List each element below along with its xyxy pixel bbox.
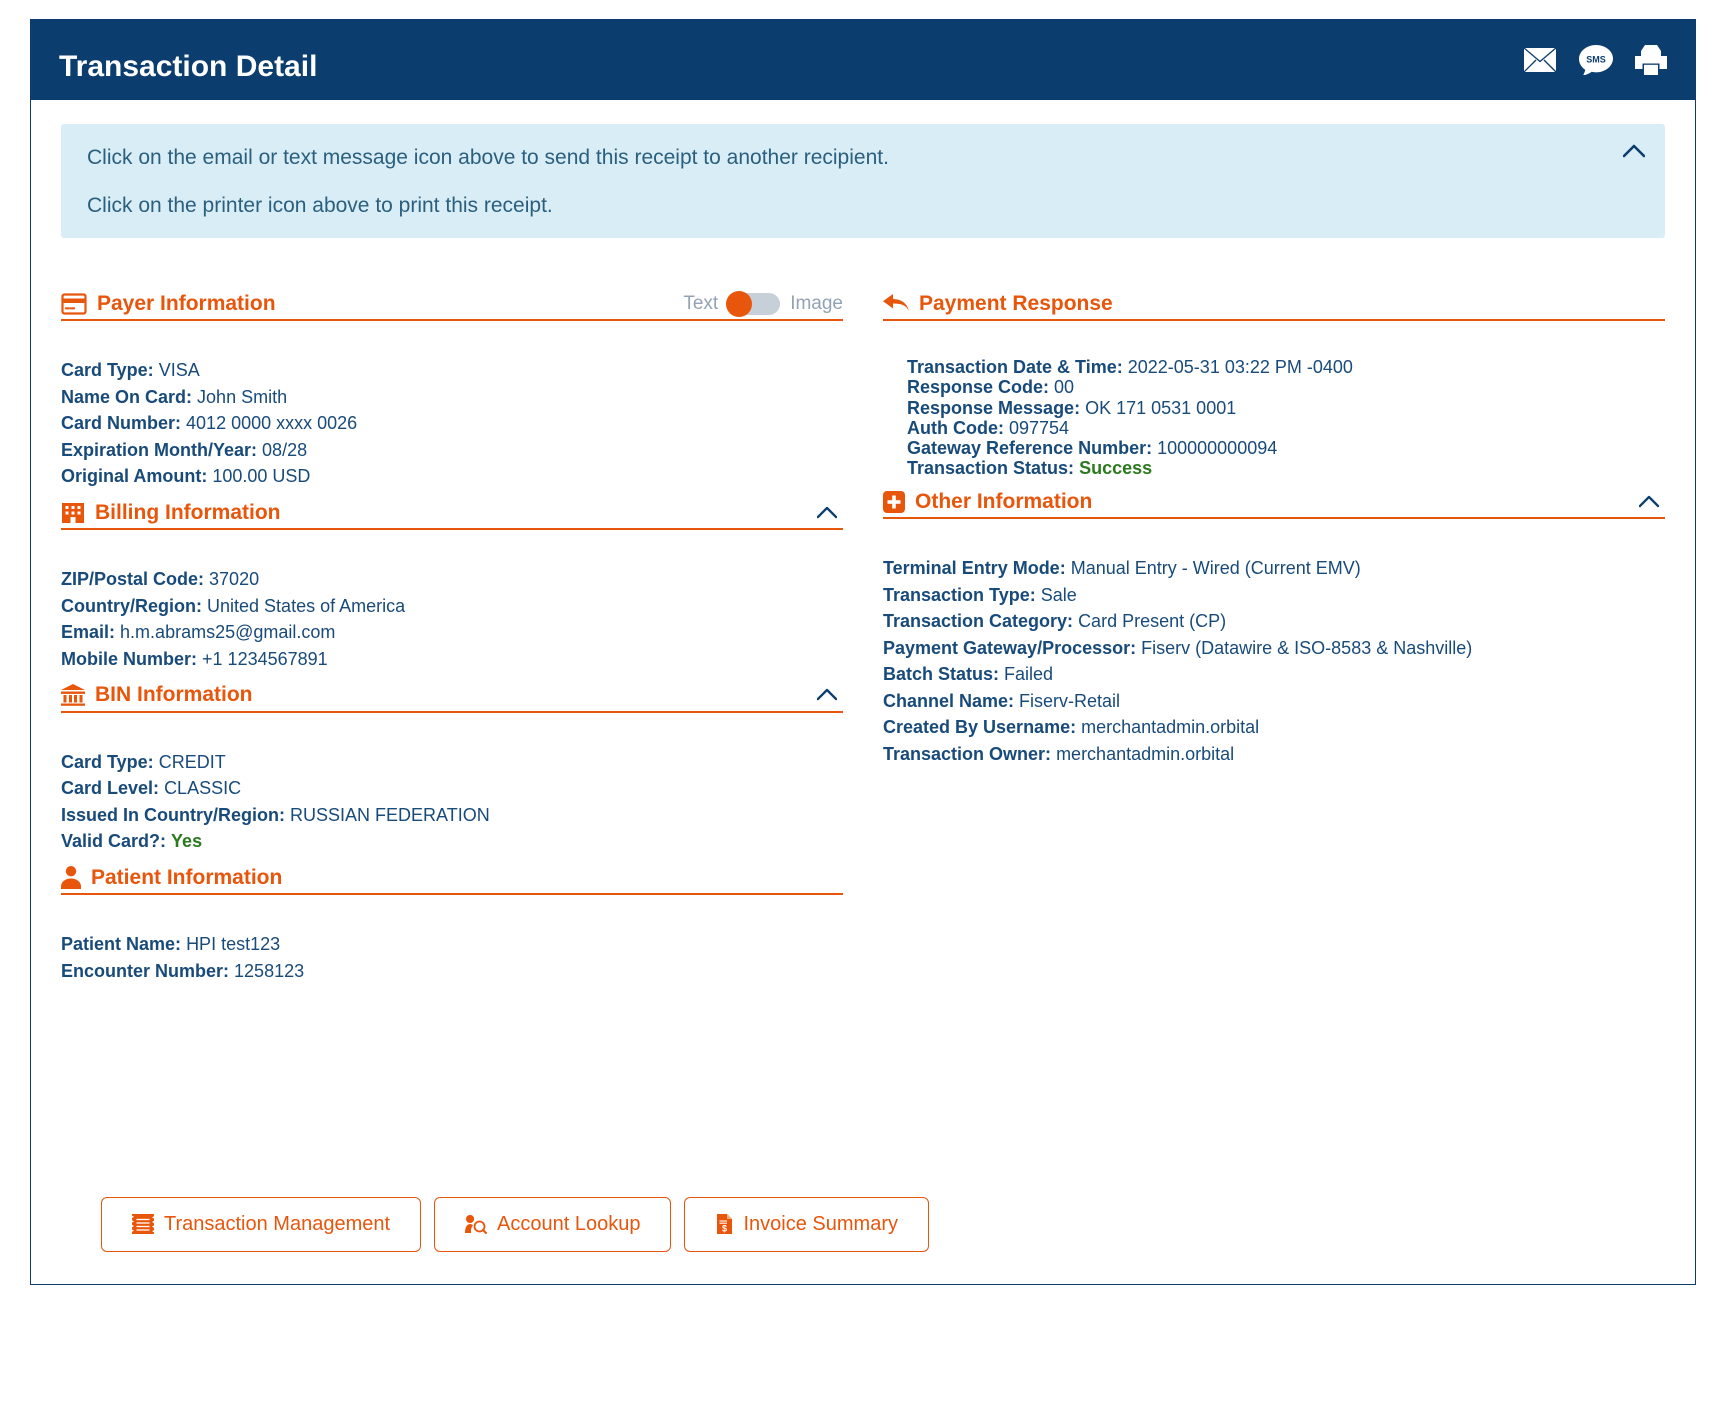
svg-text:$: $ [722,1224,727,1234]
svg-text:SMS: SMS [1586,55,1606,65]
